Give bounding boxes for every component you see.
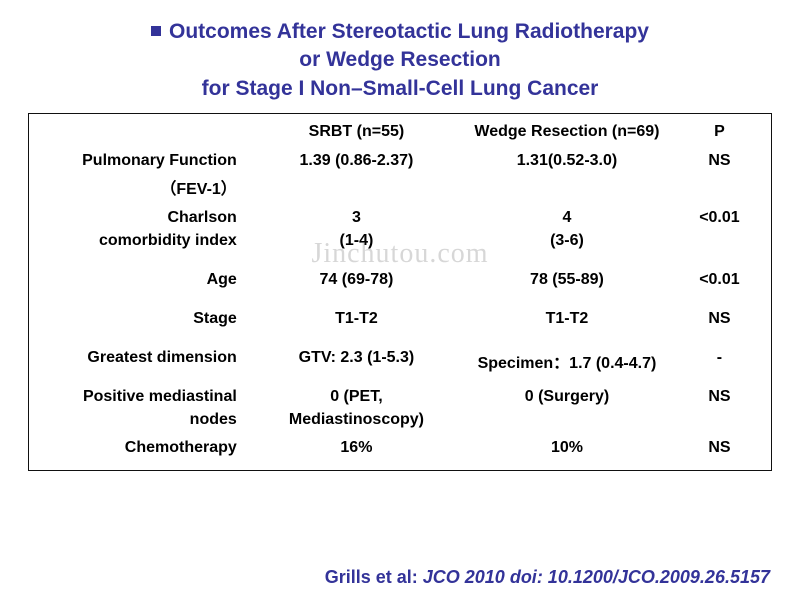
row-label-sub: （FEV-1） (37, 175, 255, 204)
table-row: Age 74 (69-78) 78 (55-89) <0.01 (37, 255, 763, 294)
cell-srbt: 3 (255, 204, 458, 232)
cell-wedge: 0 (Surgery) (458, 378, 676, 411)
cell-wedge: T1-T2 (458, 294, 676, 333)
cell-wedge: 78 (55-89) (458, 255, 676, 294)
data-table-container: SRBT (n=55) Wedge Resection (n=69) P Pul… (28, 113, 772, 471)
outcomes-table: SRBT (n=55) Wedge Resection (n=69) P Pul… (37, 118, 763, 462)
cell-srbt: 74 (69-78) (255, 255, 458, 294)
cell-srbt-sub: (1-4) (255, 232, 458, 255)
table-row: Chemotherapy 16% 10% NS (37, 434, 763, 462)
table-row: Greatest dimension GTV: 2.3 (1-5.3) Spec… (37, 333, 763, 378)
row-label: Chemotherapy (37, 434, 255, 462)
col-p: P (676, 118, 763, 147)
row-label: Pulmonary Function (37, 147, 255, 175)
cell-wedge: 4 (458, 204, 676, 232)
citation: Grills et al: JCO 2010 doi: 10.1200/JCO.… (325, 567, 770, 588)
cell-wedge: 1.31(0.52-3.0) (458, 147, 676, 175)
cell-p: <0.01 (676, 255, 763, 294)
cell-srbt-sub: Mediastinoscopy) (255, 411, 458, 434)
cell-srbt: GTV: 2.3 (1-5.3) (255, 333, 458, 378)
row-label: Greatest dimension (37, 333, 255, 378)
cell-wedge: 10% (458, 434, 676, 462)
cell-srbt: 1.39 (0.86-2.37) (255, 147, 458, 175)
cell-p: - (676, 333, 763, 378)
cell-srbt: 0 (PET, (255, 378, 458, 411)
table-row: comorbidity index (1-4) (3-6) (37, 232, 763, 255)
cell-p: NS (676, 434, 763, 462)
row-label-sub: nodes (37, 411, 255, 434)
cell-wedge: Specimen：1.7 (0.4-4.7) (458, 333, 676, 378)
row-label: Positive mediastinal (37, 378, 255, 411)
citation-journal: JCO 2010 doi: 10.1200/JCO.2009.26.5157 (423, 567, 770, 587)
cell-p: <0.01 (676, 204, 763, 232)
table-row: Positive mediastinal 0 (PET, 0 (Surgery)… (37, 378, 763, 411)
table-row: Stage T1-T2 T1-T2 NS (37, 294, 763, 333)
table-row: Pulmonary Function 1.39 (0.86-2.37) 1.31… (37, 147, 763, 175)
col-blank (37, 118, 255, 147)
cell-p: NS (676, 378, 763, 411)
table-row: Charlson 3 4 <0.01 (37, 204, 763, 232)
col-srbt: SRBT (n=55) (255, 118, 458, 147)
table-row: nodes Mediastinoscopy) (37, 411, 763, 434)
row-label: Charlson (37, 204, 255, 232)
row-label: Age (37, 255, 255, 294)
slide-title: Outcomes After Stereotactic Lung Radioth… (0, 0, 800, 113)
table-row: （FEV-1） (37, 175, 763, 204)
title-bullet-icon (151, 26, 161, 36)
title-line3: for Stage I Non–Small-Cell Lung Cancer (202, 77, 599, 100)
table-header-row: SRBT (n=55) Wedge Resection (n=69) P (37, 118, 763, 147)
cell-p: NS (676, 294, 763, 333)
title-line1: Outcomes After Stereotactic Lung Radioth… (169, 20, 649, 43)
row-label: Stage (37, 294, 255, 333)
row-label-sub: comorbidity index (37, 232, 255, 255)
cell-srbt: 16% (255, 434, 458, 462)
cell-wedge-sub: (3-6) (458, 232, 676, 255)
title-line2: or Wedge Resection (299, 48, 501, 71)
col-wedge: Wedge Resection (n=69) (458, 118, 676, 147)
cell-srbt: T1-T2 (255, 294, 458, 333)
cell-p: NS (676, 147, 763, 175)
citation-prefix: Grills et al: (325, 567, 423, 587)
